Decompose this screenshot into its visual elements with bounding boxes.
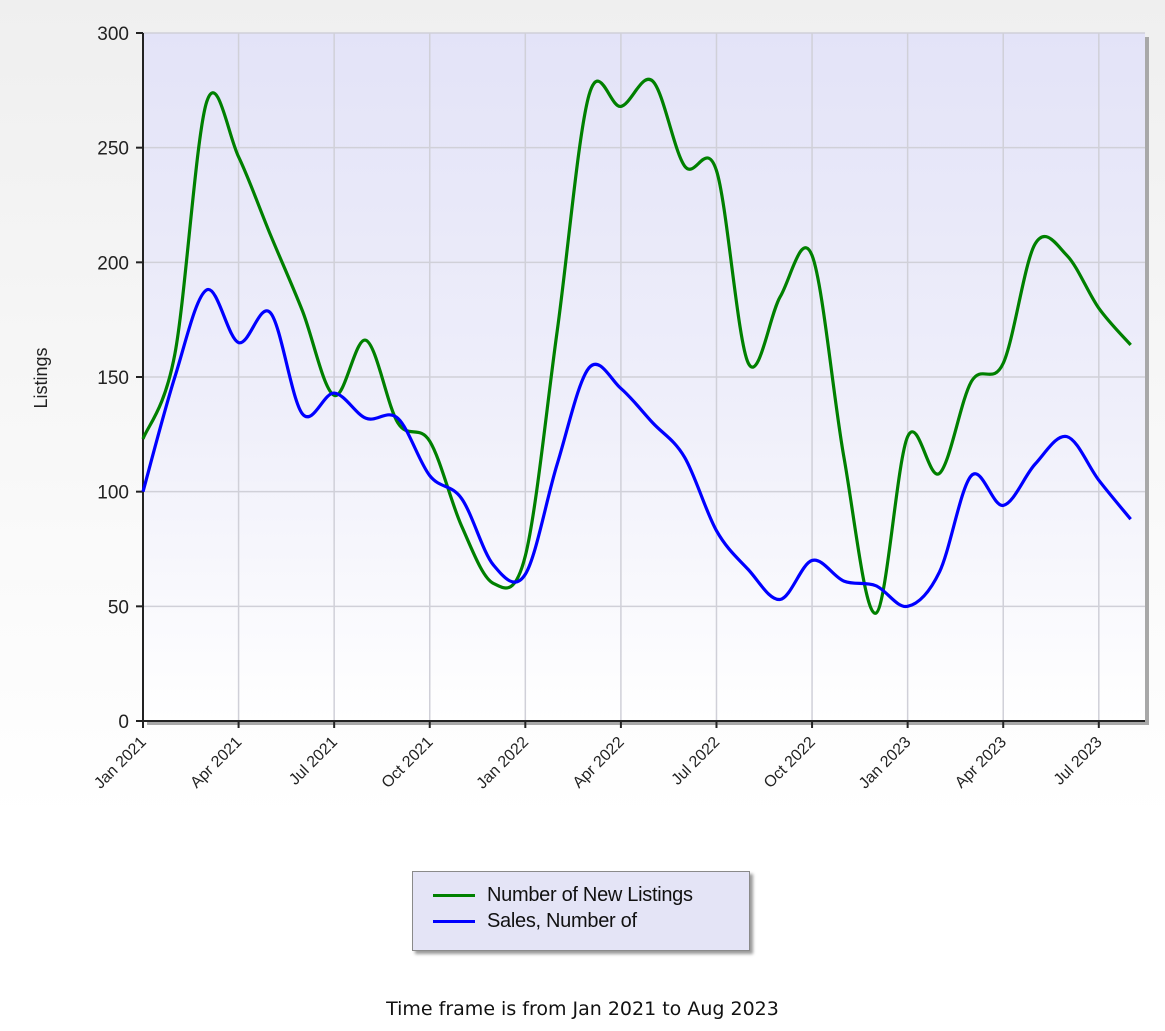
y-axis-label: Listings <box>31 347 51 408</box>
legend-item-sales: Sales, Number of <box>413 908 749 934</box>
legend-label-new-listings: Number of New Listings <box>487 883 693 906</box>
x-tick-label: Jul 2022 <box>669 734 724 789</box>
x-tick-label: Apr 2023 <box>952 734 1010 792</box>
x-tick-label: Oct 2021 <box>379 734 437 792</box>
y-tick-label: 300 <box>97 24 129 45</box>
series-line-number-of-new-listings <box>141 77 1132 615</box>
y-tick-label: 50 <box>108 597 129 618</box>
y-tick-label: 0 <box>118 712 129 733</box>
legend-swatch-new-listings <box>433 893 475 897</box>
x-tick-label: Jan 2022 <box>474 734 533 793</box>
series-lines <box>141 77 1132 615</box>
y-tick-label: 250 <box>97 139 129 160</box>
plot-shadow <box>147 37 1149 725</box>
footer-note: Time frame is from Jan 2021 to Aug 2023 <box>386 998 779 1020</box>
y-axis-ticks: 0 50 100 150 200 250 300 <box>97 24 143 733</box>
y-tick-label: 100 <box>97 483 129 504</box>
x-tick-label: Jul 2023 <box>1051 734 1106 789</box>
x-tick-label: Jul 2021 <box>286 734 341 789</box>
x-tick-label: Apr 2022 <box>570 734 628 792</box>
x-tick-label: Oct 2022 <box>761 734 819 792</box>
plot-shadow-bottom <box>147 721 1149 725</box>
legend: Number of New Listings Sales, Number of <box>412 871 750 951</box>
legend-swatch-sales <box>433 919 475 923</box>
legend-label-sales: Sales, Number of <box>487 909 637 932</box>
y-tick-label: 200 <box>97 253 129 274</box>
x-tick-label: Jan 2023 <box>856 734 915 793</box>
series-line-sales-number-of <box>141 288 1132 608</box>
x-axis-ticks: Jan 2021 Apr 2021 Jul 2021 Oct 2021 Jan 2022… <box>91 721 1106 793</box>
y-tick-label: 150 <box>97 368 129 389</box>
x-tick-label: Apr 2021 <box>187 734 245 792</box>
legend-item-new-listings: Number of New Listings <box>413 882 749 908</box>
x-tick-label: Jan 2021 <box>91 734 150 793</box>
plot-shadow-right <box>1145 37 1149 725</box>
